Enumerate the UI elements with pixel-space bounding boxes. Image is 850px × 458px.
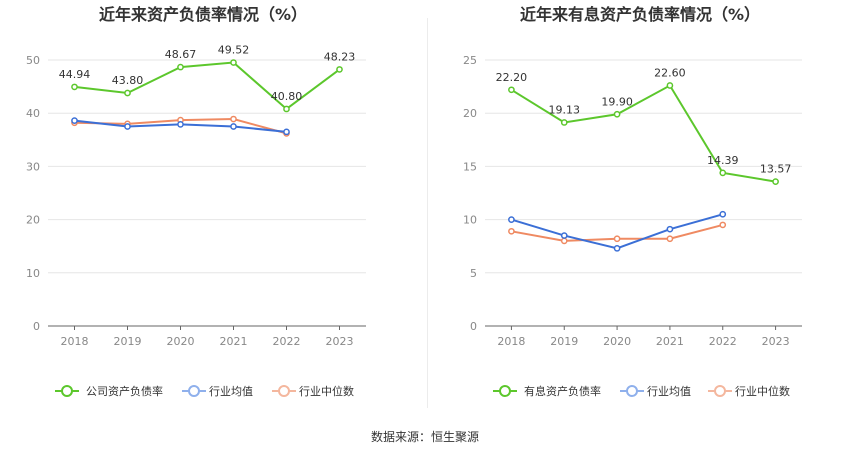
legend-swatch-marker [278, 385, 290, 397]
y-tick-label: 40 [26, 107, 40, 120]
chart-title-0: 近年来资产负债率情况（%） [99, 5, 307, 24]
data-point [508, 86, 515, 94]
data-label: 44.94 [59, 68, 91, 81]
data-point [666, 235, 674, 243]
x-tick-label: 2020 [603, 335, 631, 348]
legend-label: 行业均值 [209, 385, 253, 398]
x-tick-label: 2018 [61, 335, 89, 348]
chart-title-1: 近年来有息资产负债率情况（%） [520, 5, 760, 24]
data-point [508, 227, 515, 235]
data-point [177, 63, 184, 71]
x-tick-label: 2021 [656, 335, 684, 348]
data-point [666, 82, 674, 89]
data-label: 13.57 [760, 163, 792, 176]
source-note: 数据来源：恒生聚源 [370, 430, 479, 444]
data-point [124, 123, 131, 130]
y-tick-label: 20 [463, 107, 477, 120]
data-point [230, 59, 237, 66]
data-point [719, 169, 727, 177]
data-label: 19.90 [601, 95, 633, 108]
data-point [613, 235, 621, 243]
data-point [666, 225, 674, 233]
y-tick-label: 30 [26, 160, 40, 173]
y-tick-label: 0 [470, 320, 477, 333]
x-tick-label: 2022 [273, 335, 301, 348]
data-label: 43.80 [112, 74, 144, 87]
data-point [613, 110, 621, 118]
series-line-0 [510, 84, 776, 183]
data-point [71, 83, 78, 91]
data-point [560, 119, 568, 126]
y-tick-label: 50 [26, 54, 40, 67]
legend-swatch-marker [188, 385, 200, 397]
data-label: 14.39 [707, 154, 739, 167]
data-point [177, 121, 184, 128]
y-tick-label: 20 [26, 214, 40, 227]
data-point [230, 115, 237, 123]
data-point [560, 237, 568, 245]
legend-label: 行业均值 [647, 385, 691, 398]
y-tick-label: 0 [33, 320, 40, 333]
data-label: 19.13 [549, 103, 581, 116]
data-label: 40.80 [271, 90, 303, 103]
y-tick-label: 15 [463, 160, 477, 173]
legend-swatch-marker [61, 385, 73, 397]
x-tick-label: 2023 [326, 335, 354, 348]
y-tick-label: 25 [463, 54, 477, 67]
data-point [230, 123, 237, 130]
x-tick-label: 2022 [709, 335, 737, 348]
data-label: 48.23 [324, 50, 356, 63]
legend-label: 公司资产负债率 [86, 384, 163, 398]
data-point [336, 66, 343, 73]
legend-swatch-marker [626, 385, 638, 397]
data-point [283, 105, 290, 113]
legend-label: 行业中位数 [735, 384, 790, 398]
panel-divider [427, 18, 428, 408]
data-label: 49.52 [218, 44, 250, 57]
y-tick-label: 10 [26, 267, 40, 280]
x-tick-label: 2021 [220, 335, 248, 348]
data-point [124, 89, 131, 97]
y-tick-label: 5 [470, 267, 477, 280]
data-label: 22.60 [654, 67, 686, 80]
legend-label: 有息资产负债率 [524, 384, 601, 398]
data-point [613, 244, 621, 252]
data-point [508, 216, 515, 223]
legend-swatch-marker [714, 385, 726, 397]
data-label: 22.20 [496, 71, 528, 84]
legend-label: 行业中位数 [299, 384, 354, 398]
data-point [772, 178, 779, 185]
data-label: 48.67 [165, 48, 197, 61]
data-point [71, 117, 78, 124]
series-line-0 [74, 61, 341, 111]
data-point [560, 232, 568, 239]
x-tick-label: 2020 [167, 335, 195, 348]
data-point [719, 210, 727, 218]
legend-swatch-marker [499, 385, 511, 397]
data-point [283, 128, 290, 136]
data-point [719, 221, 727, 229]
y-tick-label: 10 [463, 214, 477, 227]
x-tick-label: 2018 [497, 335, 525, 348]
x-tick-label: 2023 [762, 335, 790, 348]
x-tick-label: 2019 [550, 335, 578, 348]
x-tick-label: 2019 [114, 335, 142, 348]
